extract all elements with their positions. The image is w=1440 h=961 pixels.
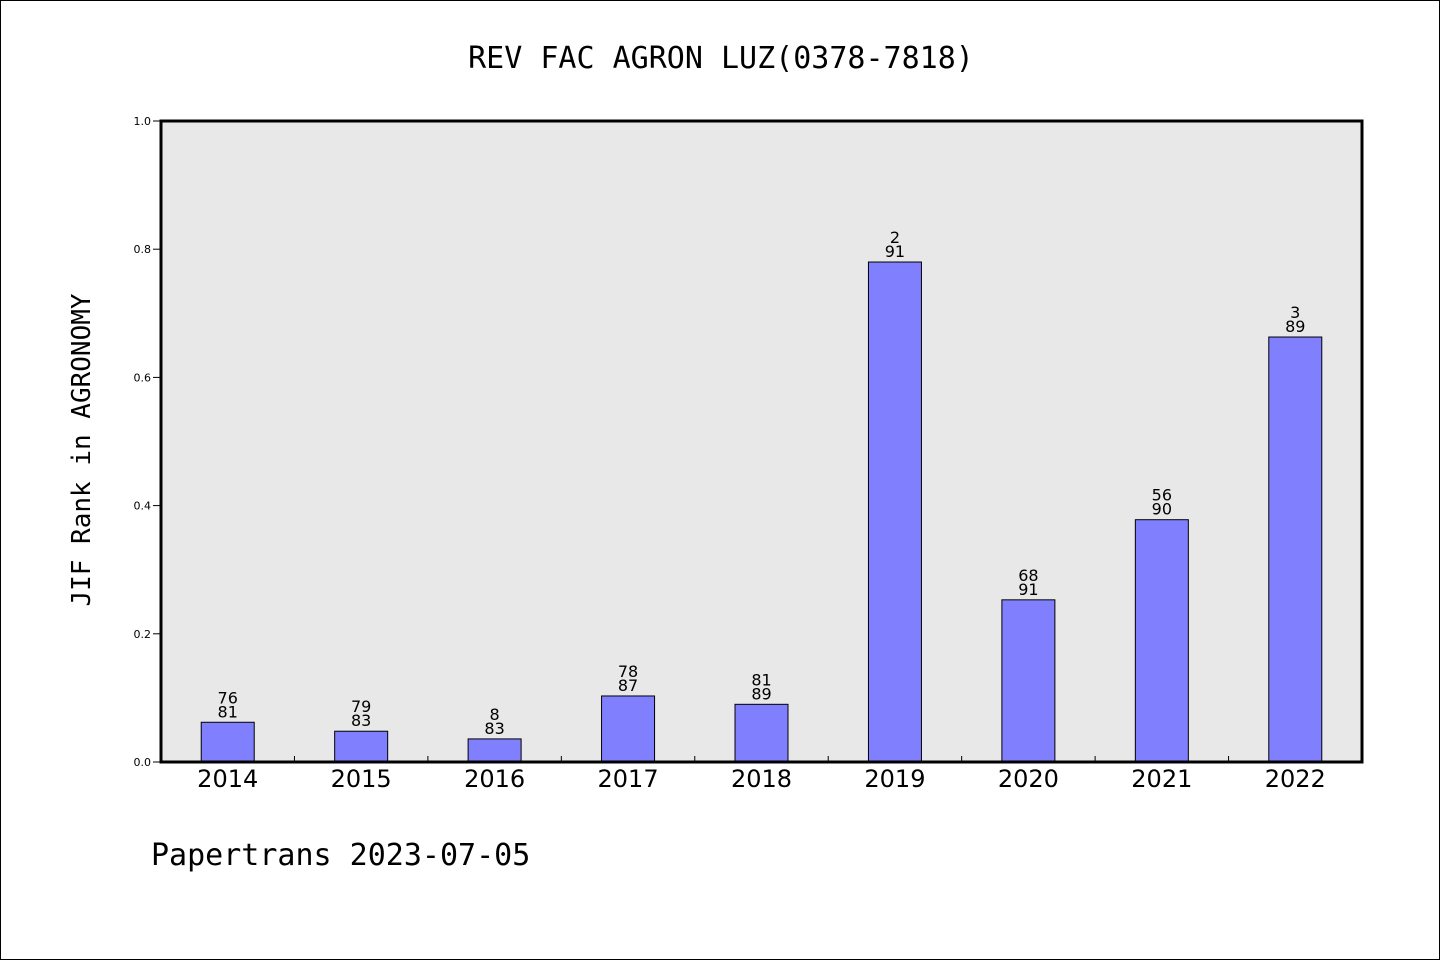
bar-2017 xyxy=(601,695,656,763)
x-tick-label: 2022 xyxy=(1265,765,1326,793)
plot-border xyxy=(159,119,1364,764)
bar-label-total: 89 xyxy=(751,684,771,703)
bar-label-total: 89 xyxy=(1285,317,1305,336)
bar-label-total: 91 xyxy=(885,242,905,261)
x-tick-label: 2021 xyxy=(1131,765,1192,793)
y-tick-label: 0.6 xyxy=(134,371,152,384)
bar-label-total: 83 xyxy=(351,711,371,730)
bar-label-total: 83 xyxy=(484,719,504,738)
bar-label-rank: 8 xyxy=(490,705,500,724)
y-tick-label: 0.0 xyxy=(134,756,152,769)
bar-label-total: 81 xyxy=(218,702,238,721)
bar-2014 xyxy=(200,721,255,763)
bar-label-rank: 81 xyxy=(751,670,771,689)
x-tick-label: 2019 xyxy=(864,765,925,793)
y-tick-label: 0.4 xyxy=(134,500,152,513)
x-tick-label: 2015 xyxy=(331,765,392,793)
chart-title: REV FAC AGRON LUZ(0378-7818) xyxy=(468,41,974,76)
bar-label-rank: 76 xyxy=(218,688,238,707)
y-axis-label: JIF Rank in AGRONOMY xyxy=(67,293,97,606)
x-tick-label: 2014 xyxy=(197,765,258,793)
bar-2019 xyxy=(867,261,922,763)
bar-label-rank: 56 xyxy=(1152,486,1172,505)
bar-label-rank: 68 xyxy=(1018,566,1038,585)
bars-group xyxy=(200,261,1323,763)
bar-label-rank: 2 xyxy=(890,228,900,247)
bar-label-rank: 3 xyxy=(1290,303,1300,322)
x-tick-label: 2017 xyxy=(598,765,659,793)
y-tick-label: 0.2 xyxy=(134,628,152,641)
x-tick-label: 2020 xyxy=(998,765,1059,793)
y-tick-label: 1.0 xyxy=(134,115,152,128)
bar-label-total: 87 xyxy=(618,676,638,695)
x-axis-ticks: 2014 2015 2016 2017 2018 2019 2020 2021 2022 xyxy=(197,756,1326,793)
footer-credit: Papertrans 2023-07-05 xyxy=(151,838,530,873)
x-tick-label: 2016 xyxy=(464,765,525,793)
bar-label-rank: 78 xyxy=(618,662,638,681)
bar-2022 xyxy=(1268,336,1323,763)
y-tick-label: 0.8 xyxy=(134,243,152,256)
bar-2018 xyxy=(734,703,789,763)
bar-label-total: 90 xyxy=(1152,500,1172,519)
bar-label-total: 91 xyxy=(1018,580,1038,599)
bar-2015 xyxy=(334,730,389,763)
x-tick-label: 2018 xyxy=(731,765,792,793)
bar-2020 xyxy=(1001,599,1056,763)
bar-label-rank: 79 xyxy=(351,697,371,716)
bar-2016 xyxy=(467,738,522,763)
y-axis-ticks: 0.0 0.2 0.4 0.6 0.8 1.0 xyxy=(134,115,161,769)
bar-2021 xyxy=(1134,519,1189,763)
